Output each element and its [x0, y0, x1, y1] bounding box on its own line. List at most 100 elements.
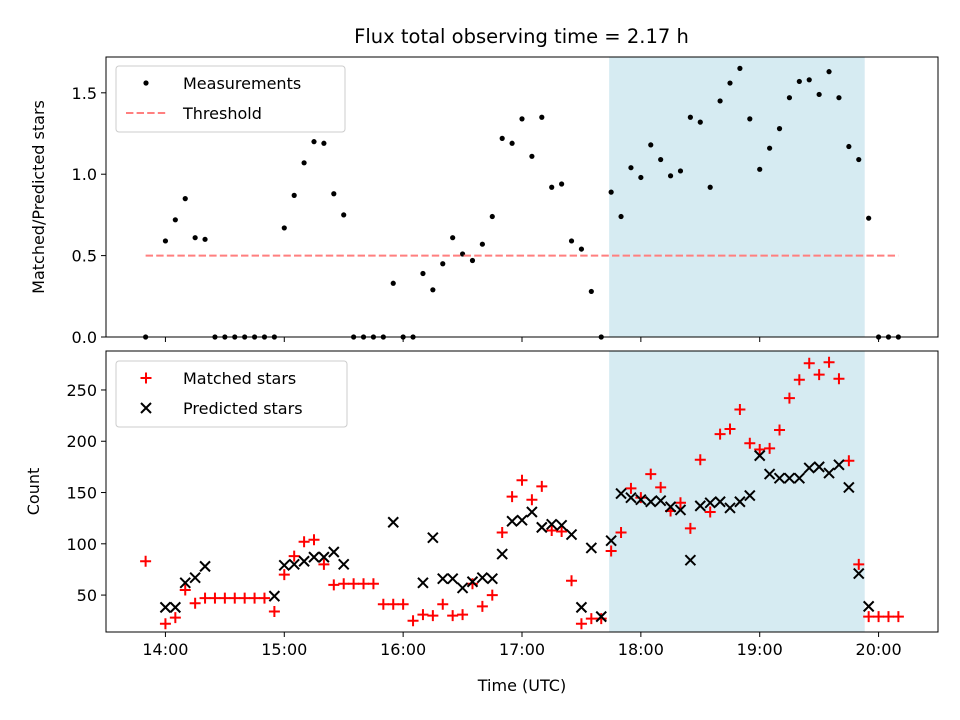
data-point [539, 114, 545, 120]
data-point [519, 116, 525, 122]
data-point [578, 246, 585, 252]
data-point [446, 572, 459, 585]
data-point [615, 487, 627, 500]
data-point [863, 611, 875, 623]
data-point [796, 78, 802, 85]
data-point [595, 610, 607, 623]
data-point [803, 462, 815, 474]
data-point [793, 472, 806, 484]
data-point [499, 135, 505, 141]
data-point [437, 598, 449, 610]
data-point [615, 527, 627, 539]
data-point [843, 481, 855, 494]
data-point [836, 95, 842, 101]
data-point [707, 184, 713, 190]
highlight-span [609, 57, 865, 337]
data-point [496, 527, 508, 539]
data-point [645, 496, 657, 508]
data-point [873, 611, 885, 623]
data-point [268, 605, 280, 617]
data-point [140, 555, 152, 567]
data-point [704, 497, 716, 509]
data-point [219, 592, 231, 604]
data-point [754, 443, 766, 455]
data-point [853, 558, 865, 570]
data-point [479, 241, 485, 247]
data-point [506, 515, 518, 527]
data-point [341, 212, 347, 218]
data-point [754, 449, 766, 462]
data-point [724, 423, 736, 435]
data-point [377, 598, 389, 610]
data-point [773, 472, 786, 484]
x-tick-label: 19:00 [737, 640, 783, 659]
data-point [734, 496, 746, 508]
chart-title: Flux total observing time = 2.17 h [354, 25, 689, 48]
data-point [605, 545, 617, 557]
data-point [199, 592, 211, 604]
data-point [192, 235, 198, 241]
data-point [179, 577, 191, 589]
data-point [803, 357, 815, 369]
y-tick-label: 0.0 [72, 328, 97, 347]
data-point [704, 506, 716, 518]
data-point [635, 493, 647, 506]
data-point [727, 80, 733, 86]
data-point [281, 225, 287, 231]
data-point [407, 615, 419, 627]
data-point [697, 119, 703, 125]
data-point [209, 592, 221, 604]
data-point [546, 518, 558, 531]
data-point [585, 542, 598, 554]
data-point [747, 116, 753, 122]
data-point [420, 270, 426, 277]
data-point [358, 578, 370, 590]
data-point [654, 495, 667, 507]
data-point [159, 601, 172, 614]
data-point [549, 184, 555, 190]
data-point [655, 481, 667, 493]
data-point [169, 601, 182, 614]
data-point [786, 95, 793, 101]
data-point [202, 236, 208, 242]
legend-box [115, 360, 348, 428]
data-point [268, 590, 281, 602]
data-point [526, 506, 538, 518]
data-point [486, 589, 498, 601]
data-point [645, 468, 657, 480]
data-point [321, 140, 327, 146]
data-point [367, 578, 379, 590]
data-point [608, 189, 614, 195]
data-point [308, 534, 320, 546]
data-point [664, 501, 677, 513]
data-point [806, 77, 812, 83]
data-point [757, 166, 763, 172]
data-point [189, 571, 201, 584]
data-point [288, 550, 300, 562]
data-point [605, 535, 617, 547]
x-tick-label: 14:00 [142, 640, 188, 659]
data-point [793, 374, 805, 386]
data-point [833, 373, 845, 385]
data-point [882, 611, 894, 623]
series-2 [159, 449, 875, 623]
y-tick-label: 0.5 [72, 247, 97, 266]
data-point [737, 65, 743, 71]
data-point [767, 145, 773, 151]
y-axis-label: Matched/Predicted stars [29, 100, 48, 294]
x-tick-label: 18:00 [618, 640, 664, 659]
ratio-panel: 0.0 0.5 1.0 1.5 Matched/Predicted stars Measu… [29, 56, 939, 347]
data-point [159, 618, 171, 630]
data-point [450, 235, 456, 241]
legend-box [115, 65, 346, 133]
data-point [556, 525, 568, 537]
data-point [776, 126, 783, 132]
x-tick-label: 16:00 [380, 640, 426, 659]
data-point [427, 531, 439, 544]
data-point [559, 181, 565, 187]
data-point [585, 613, 597, 625]
data-point [338, 558, 350, 571]
data-point [509, 140, 515, 146]
highlight-span [609, 351, 865, 632]
